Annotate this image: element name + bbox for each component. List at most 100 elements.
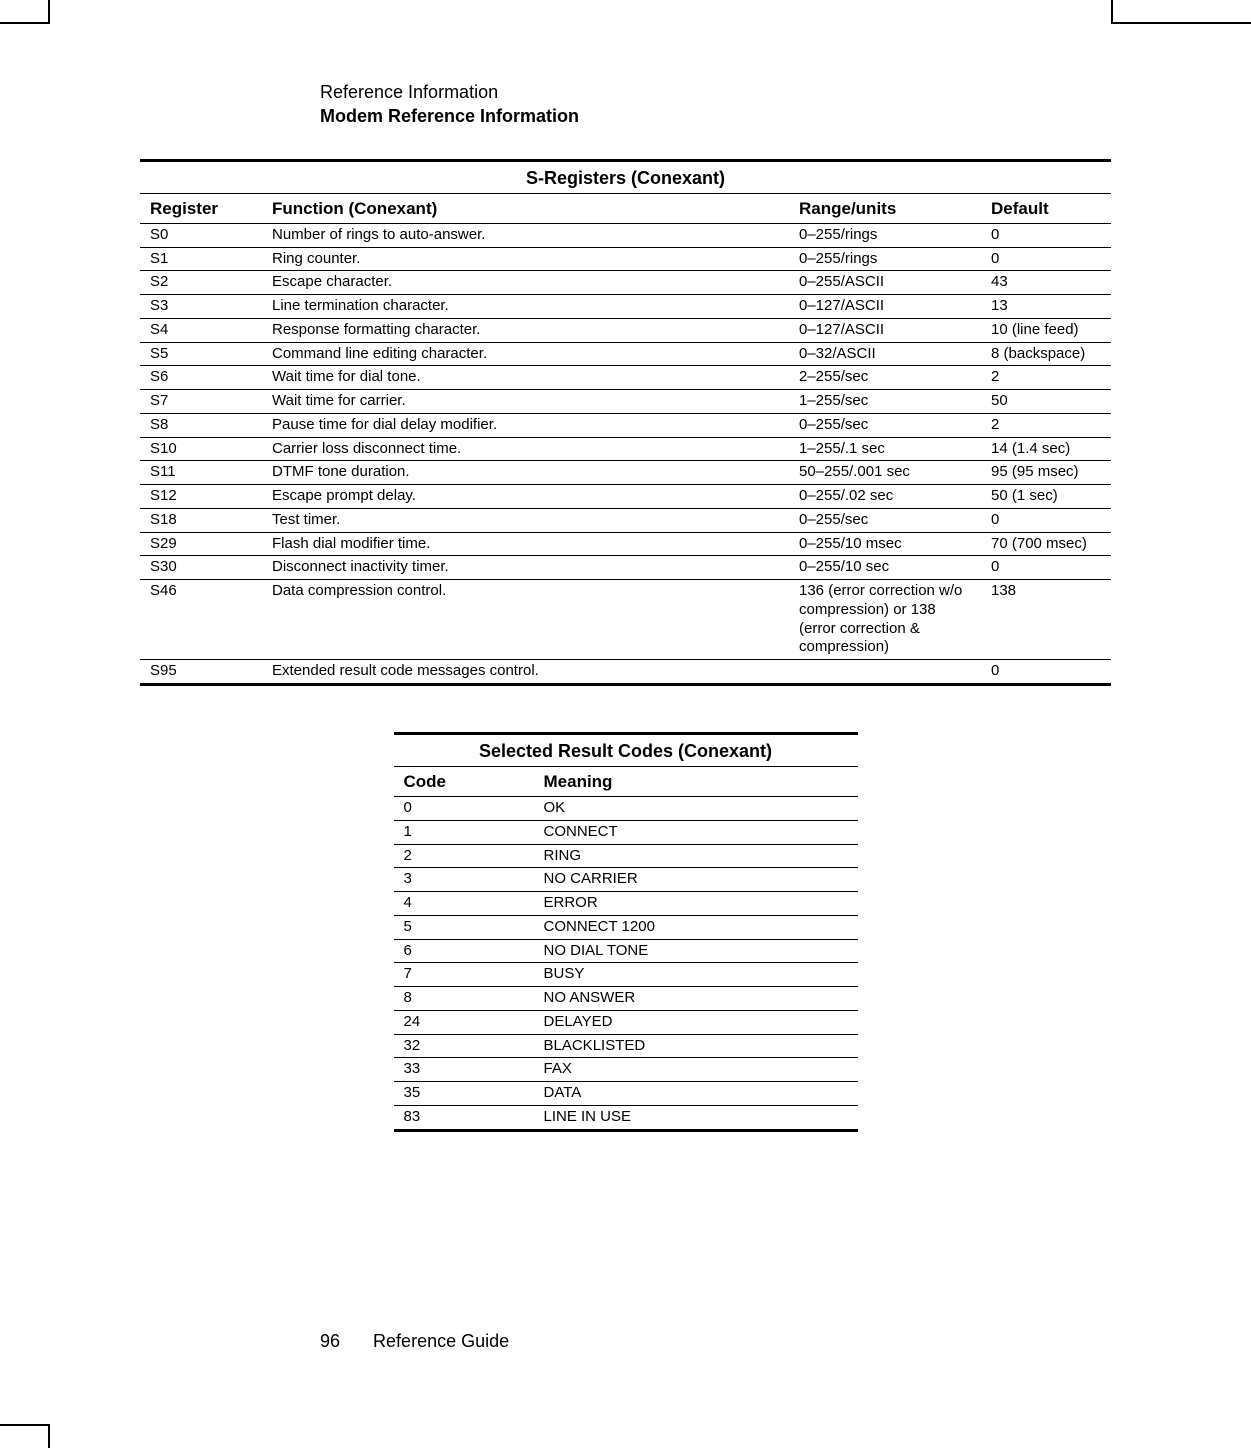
- table-row: S0Number of rings to auto-answer.0–255/r…: [140, 223, 1111, 247]
- table-cell: Wait time for dial tone.: [262, 366, 789, 390]
- table-row: 6NO DIAL TONE: [394, 939, 858, 963]
- table-cell: NO CARRIER: [534, 868, 858, 892]
- table-row: 2RING: [394, 844, 858, 868]
- table-row: S7Wait time for carrier.1–255/sec50: [140, 390, 1111, 414]
- table-row: S6Wait time for dial tone.2–255/sec2: [140, 366, 1111, 390]
- table-cell: 0–255/ASCII: [789, 271, 981, 295]
- table-cell: Ring counter.: [262, 247, 789, 271]
- table-cell: S2: [140, 271, 262, 295]
- table-row: 33FAX: [394, 1058, 858, 1082]
- table1-col-register: Register: [140, 193, 262, 223]
- table-cell: NO DIAL TONE: [534, 939, 858, 963]
- table-row: 1CONNECT: [394, 820, 858, 844]
- table-cell: S46: [140, 580, 262, 660]
- table-cell: Response formatting character.: [262, 318, 789, 342]
- table-cell: 0–255/.02 sec: [789, 485, 981, 509]
- table2-title: Selected Result Codes (Conexant): [394, 735, 858, 766]
- table-cell: 0: [394, 797, 534, 821]
- table-cell: S11: [140, 461, 262, 485]
- table-cell: 0–255/sec: [789, 508, 981, 532]
- table-cell: S95: [140, 660, 262, 685]
- table1-col-default: Default: [981, 193, 1111, 223]
- table-cell: Escape prompt delay.: [262, 485, 789, 509]
- table-cell: Flash dial modifier time.: [262, 532, 789, 556]
- table-cell: S5: [140, 342, 262, 366]
- crop-mark: [48, 1424, 50, 1448]
- table-cell: 24: [394, 1010, 534, 1034]
- table-cell: S12: [140, 485, 262, 509]
- crop-mark: [1111, 22, 1251, 24]
- table-cell: [789, 660, 981, 685]
- table-cell: S8: [140, 413, 262, 437]
- table-cell: 0: [981, 247, 1111, 271]
- table2-col-meaning: Meaning: [534, 766, 858, 796]
- table-cell: 0–127/ASCII: [789, 295, 981, 319]
- table-cell: S29: [140, 532, 262, 556]
- table-cell: 138: [981, 580, 1111, 660]
- table-cell: BUSY: [534, 963, 858, 987]
- table-cell: 35: [394, 1082, 534, 1106]
- table-cell: 0–255/10 msec: [789, 532, 981, 556]
- table-row: 32BLACKLISTED: [394, 1034, 858, 1058]
- table-cell: 8: [394, 987, 534, 1011]
- table-cell: RING: [534, 844, 858, 868]
- table1-col-function: Function (Conexant): [262, 193, 789, 223]
- table-row: 35DATA: [394, 1082, 858, 1106]
- table-cell: 0: [981, 508, 1111, 532]
- table-row: 8NO ANSWER: [394, 987, 858, 1011]
- crop-mark: [0, 1424, 50, 1426]
- table-cell: 50 (1 sec): [981, 485, 1111, 509]
- table-cell: Test timer.: [262, 508, 789, 532]
- page-footer: 96 Reference Guide: [320, 1331, 509, 1352]
- page-number: 96: [320, 1331, 340, 1351]
- table-cell: 5: [394, 915, 534, 939]
- table-cell: 0: [981, 556, 1111, 580]
- table-cell: BLACKLISTED: [534, 1034, 858, 1058]
- table-cell: Disconnect inactivity timer.: [262, 556, 789, 580]
- table-cell: Carrier loss disconnect time.: [262, 437, 789, 461]
- table-row: 5CONNECT 1200: [394, 915, 858, 939]
- table-cell: S10: [140, 437, 262, 461]
- table-cell: 2: [394, 844, 534, 868]
- table-row: 83LINE IN USE: [394, 1105, 858, 1130]
- table-row: 4ERROR: [394, 892, 858, 916]
- table1-title: S-Registers (Conexant): [140, 162, 1111, 193]
- table-cell: 0–255/rings: [789, 247, 981, 271]
- table-cell: S30: [140, 556, 262, 580]
- table-row: S46Data compression control.136 (error c…: [140, 580, 1111, 660]
- crop-mark: [0, 22, 50, 24]
- table-cell: Line termination character.: [262, 295, 789, 319]
- table-cell: ERROR: [534, 892, 858, 916]
- table-cell: 43: [981, 271, 1111, 295]
- table-row: S12Escape prompt delay.0–255/.02 sec50 (…: [140, 485, 1111, 509]
- table-row: S95Extended result code messages control…: [140, 660, 1111, 685]
- table-cell: 14 (1.4 sec): [981, 437, 1111, 461]
- table2-col-code: Code: [394, 766, 534, 796]
- result-codes-table: Code Meaning 0OK1CONNECT2RING3NO CARRIER…: [394, 766, 858, 1132]
- table-row: S10Carrier loss disconnect time.1–255/.1…: [140, 437, 1111, 461]
- table-cell: CONNECT: [534, 820, 858, 844]
- table-cell: Escape character.: [262, 271, 789, 295]
- table-cell: 0–255/rings: [789, 223, 981, 247]
- table-cell: 2: [981, 413, 1111, 437]
- table-row: S11DTMF tone duration.50–255/.001 sec95 …: [140, 461, 1111, 485]
- table-cell: 0–127/ASCII: [789, 318, 981, 342]
- table-row: S8Pause time for dial delay modifier.0–2…: [140, 413, 1111, 437]
- footer-text: Reference Guide: [373, 1331, 509, 1351]
- table1-col-range: Range/units: [789, 193, 981, 223]
- table-row: S3Line termination character.0–127/ASCII…: [140, 295, 1111, 319]
- table-cell: 0–255/sec: [789, 413, 981, 437]
- table-cell: 6: [394, 939, 534, 963]
- table-cell: Command line editing character.: [262, 342, 789, 366]
- table-row: S4Response formatting character.0–127/AS…: [140, 318, 1111, 342]
- table-cell: DATA: [534, 1082, 858, 1106]
- table-cell: Wait time for carrier.: [262, 390, 789, 414]
- table-cell: Number of rings to auto-answer.: [262, 223, 789, 247]
- table-cell: 83: [394, 1105, 534, 1130]
- table-cell: 33: [394, 1058, 534, 1082]
- table-row: S1Ring counter.0–255/rings0: [140, 247, 1111, 271]
- table-cell: 1–255/.1 sec: [789, 437, 981, 461]
- table-row: 3NO CARRIER: [394, 868, 858, 892]
- table-cell: S3: [140, 295, 262, 319]
- table-row: S5Command line editing character.0–32/AS…: [140, 342, 1111, 366]
